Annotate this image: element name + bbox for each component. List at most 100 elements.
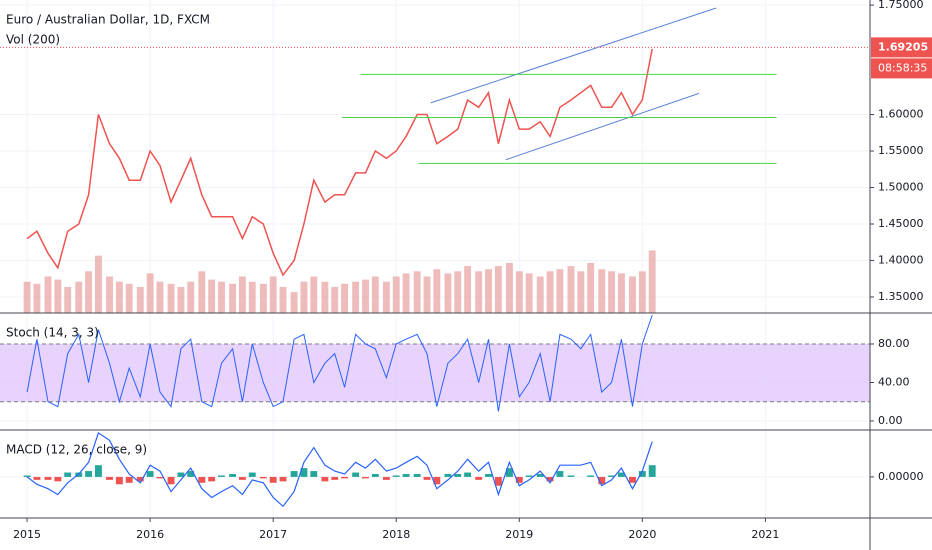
y-tick-label: 0.00 <box>878 414 903 427</box>
volume-bar <box>648 250 656 313</box>
volume-bar <box>259 283 267 313</box>
macd-histogram-bar <box>433 476 441 485</box>
countdown-label: 08:58:35 <box>878 61 927 74</box>
macd-histogram-bar <box>23 475 31 477</box>
volume-bar <box>321 281 329 313</box>
y-tick-label: 0.00000 <box>878 470 924 483</box>
volume-bar <box>382 281 390 313</box>
macd-histogram-bar <box>64 472 72 477</box>
macd-histogram-bar <box>598 476 606 485</box>
macd-histogram-bar <box>321 476 329 482</box>
volume-bar <box>433 269 441 313</box>
macd-histogram-bar <box>248 472 256 477</box>
volume-bar <box>279 286 287 313</box>
volume-bar <box>423 276 431 313</box>
macd-histogram-bar <box>279 476 287 482</box>
macd-histogram-bar <box>475 476 483 480</box>
y-tick-label: 80.00 <box>878 337 910 350</box>
volume-bar <box>392 276 400 313</box>
y-tick-label: 1.40000 <box>878 253 924 266</box>
volume-bar <box>598 269 606 313</box>
y-tick-label: 1.35000 <box>878 290 924 303</box>
macd-histogram-bar <box>371 474 379 477</box>
volume-bar <box>629 276 636 313</box>
volume-bar <box>300 281 308 313</box>
volume-bar <box>23 281 31 313</box>
macd-histogram-bar <box>352 472 360 477</box>
macd-histogram-bar <box>485 474 492 477</box>
x-tick-label: 2020 <box>628 528 656 541</box>
volume-bar <box>494 266 502 313</box>
macd-histogram-bar <box>125 476 133 483</box>
plot-layer <box>0 0 870 518</box>
volume-bar <box>136 286 144 313</box>
volume-bar <box>290 292 298 313</box>
chart-title: Euro / Australian Dollar, 1D, FXCM <box>6 13 210 27</box>
x-tick-label: 2018 <box>382 528 410 541</box>
volume-bar <box>146 273 154 313</box>
macd-histogram-bar <box>238 476 246 480</box>
volume-bar <box>94 255 102 313</box>
volume-bar <box>402 273 410 313</box>
macd-histogram-bar <box>198 476 206 483</box>
volume-bar <box>454 271 462 313</box>
y-tick-label: 1.45000 <box>878 217 924 230</box>
macd-histogram-bar <box>310 471 318 477</box>
volume-bar <box>608 271 616 313</box>
volume-bar <box>218 281 225 313</box>
macd-histogram-bar <box>444 474 452 477</box>
macd-histogram-bar <box>290 471 298 477</box>
macd-histogram-bar <box>269 476 277 483</box>
macd-histogram-bar <box>629 476 636 483</box>
trendline <box>505 92 700 161</box>
macd-histogram-bar <box>33 476 41 480</box>
volume-bar <box>310 276 318 313</box>
macd-histogram-bar <box>229 474 237 477</box>
y-tick-label: 40.00 <box>878 375 910 388</box>
volume-bar <box>577 271 585 313</box>
macd-histogram-bar <box>608 475 616 477</box>
volume-bar <box>156 281 164 313</box>
volume-bar <box>177 286 185 313</box>
macd-histogram-bar <box>218 475 225 477</box>
volume-bar <box>546 271 554 313</box>
volume-bar <box>352 281 360 313</box>
x-tick-label: 2017 <box>259 528 287 541</box>
macd-histogram-bar <box>106 476 113 480</box>
macd-histogram-bar <box>177 472 185 477</box>
macd-histogram-bar <box>536 474 544 477</box>
macd-title: MACD (12, 26, close, 9) <box>6 443 147 457</box>
volume-bar <box>198 271 206 313</box>
volume-bar <box>556 269 564 313</box>
y-tick-label: 1.75000 <box>878 0 924 11</box>
y-tick-label: 1.60000 <box>878 108 924 121</box>
macd-histogram-bar <box>167 476 175 485</box>
volume-bar <box>106 276 113 313</box>
volume-bar <box>567 266 575 313</box>
macd-histogram-bar <box>423 476 431 480</box>
volume-legend: Vol (200) <box>6 33 60 47</box>
volume-bar <box>75 281 83 313</box>
trendline <box>430 7 717 104</box>
x-tick-label: 2016 <box>136 528 164 541</box>
volume-bar <box>85 271 93 313</box>
macd-histogram-bar <box>362 476 369 479</box>
volume-bar <box>617 273 625 313</box>
volume-bar <box>464 266 472 313</box>
last-price-label: 1.69205 <box>878 40 928 53</box>
volume-bar <box>248 281 256 313</box>
macd-histogram-bar <box>54 476 62 482</box>
volume-bar <box>638 271 646 313</box>
volume-bar <box>167 283 175 313</box>
macd-histogram-bar <box>156 476 164 479</box>
macd-histogram-bar <box>617 472 625 477</box>
macd-histogram-bar <box>44 476 52 480</box>
stoch-band <box>0 343 870 402</box>
macd-histogram-bar <box>413 474 421 477</box>
volume-bar <box>525 273 533 313</box>
stoch-title: Stoch (14, 3, 3) <box>6 326 99 340</box>
macd-histogram-bar <box>146 471 154 477</box>
macd-histogram-bar <box>567 475 575 477</box>
